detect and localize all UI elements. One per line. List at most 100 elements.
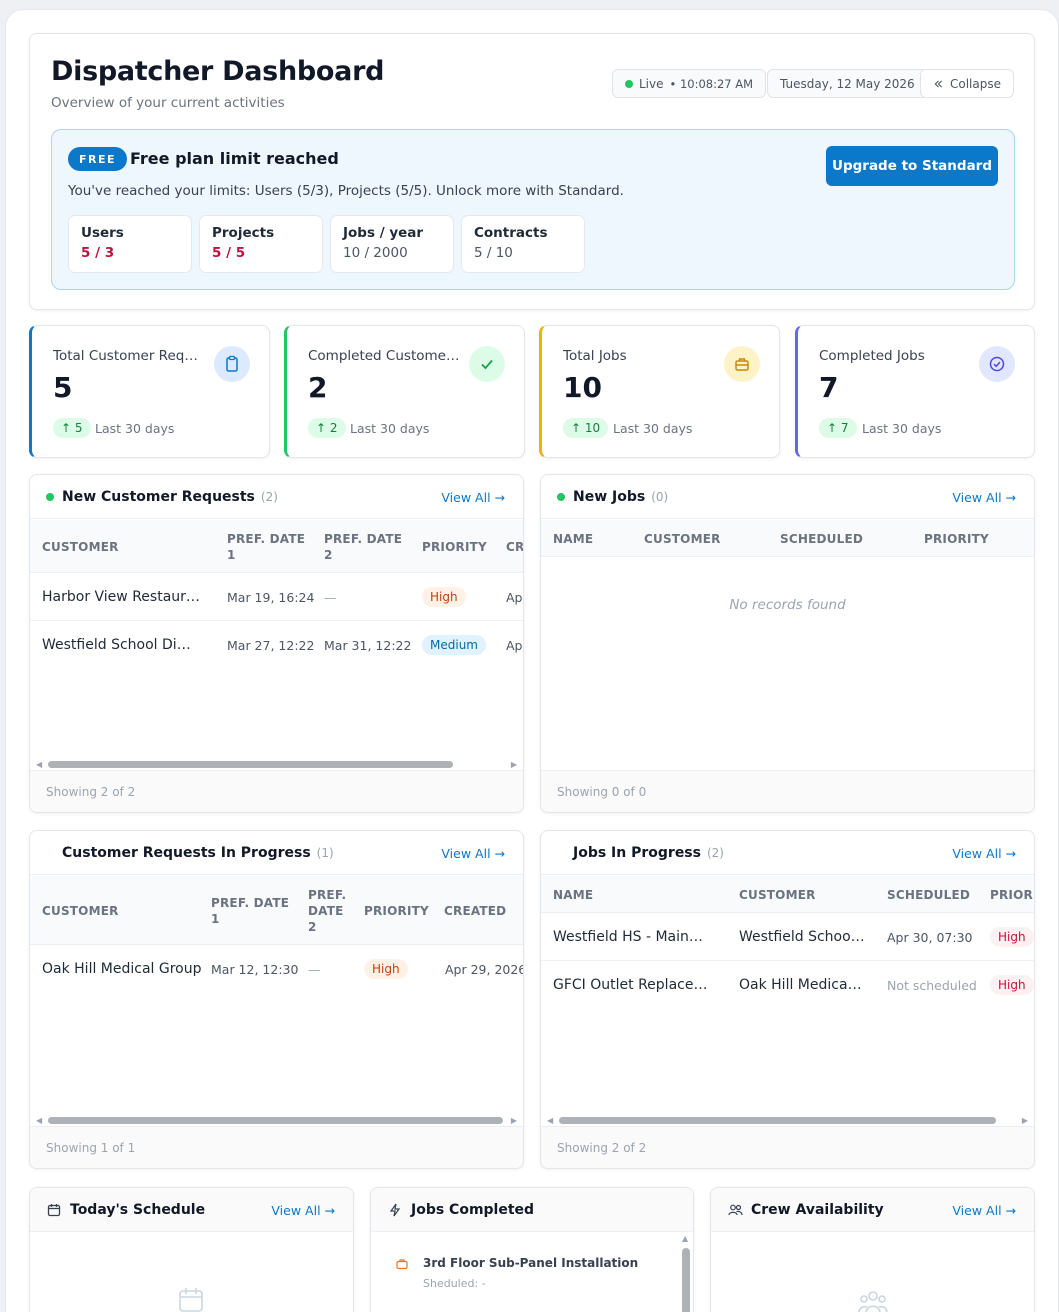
stat-period: Last 30 days [350, 421, 430, 436]
table-header: NAME CUSTOMER SCHEDULED PRIORITY [541, 876, 1034, 913]
completed-job-item[interactable]: 3rd Floor Sub-Panel Installation Shedule… [371, 1233, 691, 1312]
showing-count: Showing 0 of 0 [557, 785, 647, 799]
calendar-icon [47, 1204, 61, 1217]
scroll-left-icon[interactable]: ◀ [36, 760, 43, 769]
table-row[interactable]: Westfield School District Mar 27, 12:22 … [30, 621, 523, 669]
stat-label: Completed Jobs [819, 348, 925, 364]
horizontal-scrollbar[interactable]: ◀ ▶ [34, 760, 519, 769]
view-all-link[interactable]: View All → [952, 846, 1016, 861]
stat-delta-badge: ↑ 5 [53, 418, 91, 438]
column-header[interactable]: CUSTOMER [42, 904, 119, 918]
view-all-link[interactable]: View All → [441, 846, 505, 861]
cell-scheduled: Apr 30, 07:30 [887, 930, 973, 945]
limit-card-contracts: Contracts 5 / 10 [461, 215, 585, 273]
view-all-link[interactable]: View All → [952, 1203, 1016, 1218]
plan-badge: FREE [68, 147, 128, 171]
cell-customer: Harbor View Restaurant Group [42, 589, 207, 605]
view-all-link[interactable]: View All → [952, 490, 1016, 505]
scroll-right-icon[interactable]: ▶ [510, 1116, 517, 1125]
scroll-right-icon[interactable]: ▶ [1021, 1116, 1028, 1125]
panel-header: Crew Availability View All → [711, 1188, 1034, 1232]
scroll-left-icon[interactable]: ◀ [36, 1116, 43, 1125]
column-header[interactable]: NAME [553, 532, 594, 546]
cell-scheduled: Not scheduled [887, 978, 977, 993]
cell-pref-date-2: — [308, 962, 321, 977]
plan-banner-title: Free plan limit reached [130, 149, 339, 168]
scrollbar-thumb[interactable] [48, 761, 453, 768]
scrollbar-thumb[interactable] [682, 1248, 690, 1312]
calendar-empty-icon [179, 1288, 203, 1312]
toolbox-icon [724, 346, 760, 382]
stat-card-total-requests[interactable]: Total Customer Requests 5 ↑ 5 Last 30 da… [29, 325, 270, 458]
panel-title-text: New Customer Requests [62, 489, 255, 505]
live-clock: Live • 10:08:27 AM [612, 69, 767, 98]
current-date: Tuesday, 12 May 2026 [780, 76, 915, 91]
scroll-left-icon[interactable]: ◀ [547, 1116, 554, 1125]
limit-label: Projects [212, 225, 275, 241]
limit-label: Contracts [474, 225, 548, 241]
date-pill: Tuesday, 12 May 2026 [767, 69, 928, 98]
scroll-up-icon[interactable]: ▲ [682, 1234, 689, 1243]
column-header[interactable]: CREATED [444, 904, 507, 918]
showing-count: Showing 2 of 2 [46, 785, 136, 799]
column-header[interactable]: PRIORITY [422, 540, 487, 554]
limit-value: 5 / 5 [212, 245, 246, 261]
limit-value: 5 / 10 [474, 245, 513, 261]
panel-title: Jobs Completed [411, 1202, 535, 1218]
priority-badge: High [990, 927, 1034, 947]
column-header[interactable]: PRIORITY [364, 904, 429, 918]
panel-title-text: Jobs In Progress [573, 845, 701, 861]
scroll-right-icon[interactable]: ▶ [510, 760, 517, 769]
stat-value: 2 [308, 371, 328, 404]
cell-created: Apr [506, 590, 523, 605]
column-header[interactable]: SCHEDULED [780, 532, 863, 546]
users-icon [728, 1204, 743, 1216]
table-row[interactable]: Westfield HS - Main Panel Upgrade Westfi… [541, 913, 1034, 961]
limit-value: 5 / 3 [81, 245, 115, 261]
cell-pref-date-1: Mar 27, 12:22 [227, 638, 315, 653]
column-header[interactable]: CUSTOMER [644, 532, 721, 546]
column-header[interactable]: PREF. DATE 1 [227, 532, 306, 562]
panel-title: Today's Schedule [70, 1202, 206, 1218]
new-jobs-panel: New Jobs (0) View All → NAME CUSTOMER SCH… [540, 474, 1035, 813]
limit-card-projects: Projects 5 / 5 [199, 215, 323, 273]
vertical-scrollbar[interactable]: ▲ [681, 1234, 691, 1312]
horizontal-scrollbar[interactable]: ◀ ▶ [545, 1116, 1030, 1125]
panel-header: Jobs Completed [371, 1188, 693, 1232]
cell-customer: Oak Hill Medical Group [739, 977, 862, 993]
table-row[interactable]: Oak Hill Medical Group Mar 12, 12:30 — H… [30, 945, 523, 993]
view-all-link[interactable]: View All → [271, 1203, 335, 1218]
stat-card-completed-requests[interactable]: Completed Customer Requests 2 ↑ 2 Last 3… [284, 325, 525, 458]
column-header[interactable]: SCHEDULED [887, 888, 970, 902]
panel-footer: Showing 0 of 0 [541, 770, 1034, 812]
panel-count: (2) [706, 846, 724, 860]
panel-count: (2) [260, 490, 278, 504]
collapse-button[interactable]: Collapse [920, 69, 1014, 98]
column-header[interactable]: CUSTOMER [739, 888, 816, 902]
scrollbar-thumb[interactable] [559, 1117, 996, 1124]
table-row[interactable]: Harbor View Restaurant Group Mar 19, 16:… [30, 573, 523, 621]
column-header[interactable]: PRIORITY [924, 532, 989, 546]
status-dot-icon [557, 493, 565, 501]
column-header[interactable]: CR [506, 540, 524, 554]
column-header[interactable]: PREF. DATE 1 [211, 896, 290, 926]
stat-label: Total Jobs [563, 348, 627, 364]
stat-card-completed-jobs[interactable]: Completed Jobs 7 ↑ 7 Last 30 days [795, 325, 1035, 458]
stat-value: 10 [563, 371, 602, 404]
horizontal-scrollbar[interactable]: ◀ ▶ [34, 1116, 519, 1125]
limit-value: 10 / 2000 [343, 245, 408, 261]
column-header[interactable]: PREF. DATE 2 [324, 532, 403, 562]
column-header[interactable]: NAME [553, 888, 594, 902]
panel-header: Today's Schedule View All → [30, 1188, 353, 1232]
limit-card-jobs: Jobs / year 10 / 2000 [330, 215, 454, 273]
stat-card-total-jobs[interactable]: Total Jobs 10 ↑ 10 Last 30 days [539, 325, 780, 458]
upgrade-button[interactable]: Upgrade to Standard [826, 146, 998, 186]
column-header[interactable]: PREF. DATE 2 [308, 888, 347, 934]
table-row[interactable]: GFCI Outlet Replacement Oak Hill Medical… [541, 961, 1034, 1009]
panel-footer: Showing 1 of 1 [30, 1126, 523, 1168]
column-header[interactable]: CUSTOMER [42, 540, 119, 554]
column-header[interactable]: PRIORITY [990, 888, 1034, 902]
scrollbar-thumb[interactable] [48, 1117, 503, 1124]
view-all-link[interactable]: View All → [441, 490, 505, 505]
priority-badge: Medium [422, 635, 486, 655]
